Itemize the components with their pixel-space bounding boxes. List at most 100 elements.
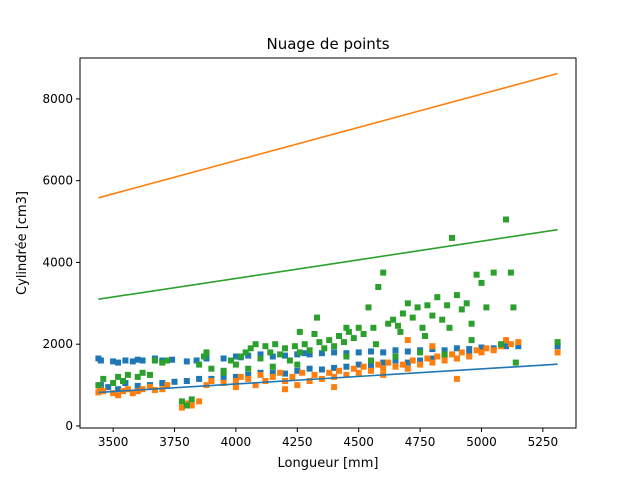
scatter-point (124, 386, 131, 393)
scatter-point (100, 375, 107, 382)
scatter-point (294, 382, 301, 389)
scatter-point (306, 365, 313, 372)
scatter-point (483, 304, 490, 311)
scatter-point (355, 361, 362, 368)
scatter-point (417, 349, 424, 356)
scatter-point (232, 384, 239, 391)
scatter-point (392, 347, 399, 354)
scatter-point (228, 357, 234, 364)
scatter-point (296, 349, 303, 356)
scatter-point (134, 356, 141, 363)
scatter-point (468, 337, 475, 344)
scatter-point (453, 355, 460, 362)
scatter-point (503, 337, 509, 344)
scatter-point (343, 353, 350, 360)
scatter-point (458, 306, 465, 313)
scatter-point (554, 349, 561, 356)
scatter-point (397, 328, 404, 335)
scatter-point (368, 362, 374, 369)
scatter-point (269, 373, 276, 380)
scatter-point (350, 335, 357, 342)
scatter-point (183, 358, 190, 365)
y-axis: 0 2000 4000 6000 8000 (42, 92, 80, 433)
scatter-point (183, 378, 190, 384)
y-tick-label: 6000 (42, 174, 73, 188)
scatter-point (257, 355, 264, 362)
scatter-point (444, 302, 451, 309)
x-tick-label: 4750 (405, 435, 436, 449)
scatter-point (262, 343, 269, 350)
scatter-point (237, 353, 244, 360)
scatter-point (380, 365, 387, 372)
scatter-point (490, 269, 497, 276)
scatter-point (282, 345, 288, 352)
scatter-point (169, 356, 176, 363)
scatter-point (220, 373, 227, 380)
scatter-point (453, 292, 460, 299)
scatter-point (110, 380, 117, 386)
scatter-point (294, 367, 301, 374)
scatter-point (269, 369, 276, 376)
scatter-point (554, 339, 561, 346)
scatter-point (129, 390, 136, 397)
scatter-point (385, 320, 392, 327)
scatter-point (345, 328, 352, 335)
scatter-point (296, 328, 303, 335)
scatter-point (404, 300, 411, 307)
scatter-point (220, 355, 227, 362)
scatter-point (417, 357, 424, 364)
scatter-point (282, 386, 288, 393)
scatter-point (237, 373, 244, 380)
scatter-point (252, 341, 259, 348)
scatter-point (441, 357, 448, 364)
scatter-point (466, 353, 473, 360)
scatter-point (404, 348, 411, 355)
scatter-point (409, 357, 416, 364)
scatter-point (458, 349, 465, 356)
scatter-point (360, 363, 367, 370)
scatter-point (257, 371, 264, 378)
scatter-point (232, 373, 239, 380)
scatter-point (95, 389, 102, 396)
scatter-point (392, 357, 399, 364)
scatter-point (404, 337, 411, 344)
scatter-point (208, 365, 215, 372)
scatter-point (100, 388, 107, 395)
scatter-point (286, 357, 293, 364)
chart-title: Nuage de points (266, 35, 389, 53)
scatter-point (355, 349, 362, 356)
scatter-point (115, 359, 122, 366)
x-tick-label: 5000 (466, 435, 497, 449)
scatter-point (159, 359, 166, 366)
scatter-point (164, 382, 171, 389)
scatter-point (183, 402, 190, 409)
scatter-point (326, 337, 333, 344)
scatter-point (311, 331, 318, 337)
scatter-point (498, 341, 505, 348)
scatter-point (404, 365, 411, 372)
scatter-point (468, 320, 475, 327)
scatter-point (368, 348, 374, 355)
scatter-point (178, 404, 185, 411)
scatter-point (331, 349, 338, 356)
scatter-point (299, 369, 306, 376)
scatter-point (453, 345, 460, 352)
y-tick-label: 8000 (42, 92, 73, 106)
scatter-point (424, 302, 431, 309)
trend-line-1 (98, 72, 558, 199)
scatter-point (203, 349, 210, 356)
scatter-point (414, 304, 421, 311)
scatter-point (434, 294, 441, 301)
scatter-point (395, 322, 401, 329)
series-2 (95, 216, 561, 409)
scatter-point (188, 402, 195, 409)
scatter-point (404, 359, 411, 366)
scatter-point (429, 312, 436, 319)
scatter-point (245, 375, 252, 382)
plot-frame (79, 57, 577, 429)
scatter-point (392, 353, 399, 360)
scatter-point (417, 361, 424, 368)
trend-lines-layer (98, 72, 558, 394)
scatter-point (220, 369, 227, 376)
